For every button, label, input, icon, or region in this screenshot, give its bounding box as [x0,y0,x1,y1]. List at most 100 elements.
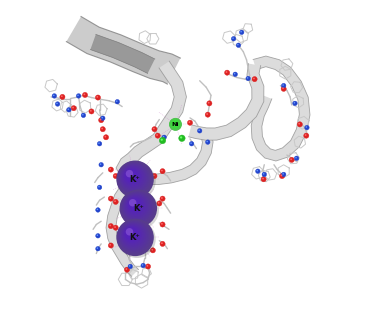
Circle shape [61,95,63,97]
Circle shape [160,196,165,201]
Circle shape [122,224,144,246]
Circle shape [173,122,177,126]
Circle shape [226,71,227,73]
Circle shape [282,83,286,88]
Circle shape [97,185,102,190]
Circle shape [124,227,139,242]
Circle shape [123,167,142,186]
Circle shape [97,247,98,249]
Circle shape [129,199,140,210]
Circle shape [114,174,116,176]
Circle shape [279,173,285,179]
Circle shape [109,168,111,170]
Circle shape [105,136,106,138]
Circle shape [119,222,149,251]
Circle shape [126,170,137,181]
Circle shape [180,136,182,139]
Circle shape [77,95,79,96]
Circle shape [117,161,153,197]
Circle shape [233,72,238,77]
Circle shape [240,31,242,33]
Circle shape [126,228,133,235]
Circle shape [116,100,117,102]
Circle shape [82,92,88,98]
Circle shape [100,119,101,120]
Circle shape [206,141,208,142]
Circle shape [121,191,155,224]
Circle shape [122,167,143,187]
Circle shape [225,70,230,75]
Circle shape [282,173,284,175]
Circle shape [171,120,179,128]
Circle shape [96,208,100,212]
Circle shape [53,95,55,96]
Circle shape [205,112,211,117]
Circle shape [122,192,153,223]
Circle shape [172,121,178,127]
Circle shape [97,141,102,146]
Circle shape [237,44,239,46]
Polygon shape [188,64,264,140]
Circle shape [109,224,111,226]
Circle shape [161,139,163,141]
Circle shape [124,194,149,219]
Circle shape [236,43,241,47]
Circle shape [124,168,141,185]
Circle shape [262,172,266,177]
Polygon shape [90,34,155,73]
Circle shape [155,133,160,138]
Text: K⁺: K⁺ [130,233,141,242]
Circle shape [153,174,155,176]
Circle shape [156,134,158,136]
Circle shape [127,197,144,214]
Circle shape [128,264,133,269]
Circle shape [256,170,258,172]
Circle shape [128,198,143,213]
Circle shape [163,136,165,138]
Circle shape [293,101,297,106]
Circle shape [189,141,194,146]
Circle shape [121,165,146,190]
Circle shape [171,120,180,129]
Circle shape [108,243,114,248]
Circle shape [282,87,284,89]
Circle shape [113,225,118,230]
Circle shape [119,163,150,194]
Polygon shape [66,16,180,84]
Circle shape [96,246,100,251]
Circle shape [81,113,86,118]
Circle shape [207,101,212,106]
Circle shape [120,190,157,227]
Circle shape [99,162,103,167]
Circle shape [124,226,141,244]
Circle shape [66,108,71,112]
Circle shape [208,102,210,104]
Circle shape [124,194,149,220]
Circle shape [161,170,163,172]
Circle shape [123,225,142,244]
Circle shape [232,37,234,39]
Circle shape [119,221,150,252]
Circle shape [129,265,130,267]
Circle shape [141,263,146,268]
Circle shape [100,163,101,165]
Circle shape [108,224,114,229]
Circle shape [118,162,156,200]
Circle shape [171,120,180,129]
Circle shape [125,228,138,240]
Circle shape [108,167,114,172]
Circle shape [124,267,130,272]
Circle shape [117,219,153,255]
Circle shape [161,223,163,225]
Circle shape [101,128,103,130]
Circle shape [179,135,185,141]
Circle shape [122,166,144,189]
Circle shape [169,118,182,131]
Circle shape [122,193,152,222]
Circle shape [122,192,154,224]
Circle shape [252,77,257,82]
Circle shape [130,250,134,254]
Circle shape [125,170,138,182]
Circle shape [256,169,260,173]
Circle shape [120,164,148,192]
